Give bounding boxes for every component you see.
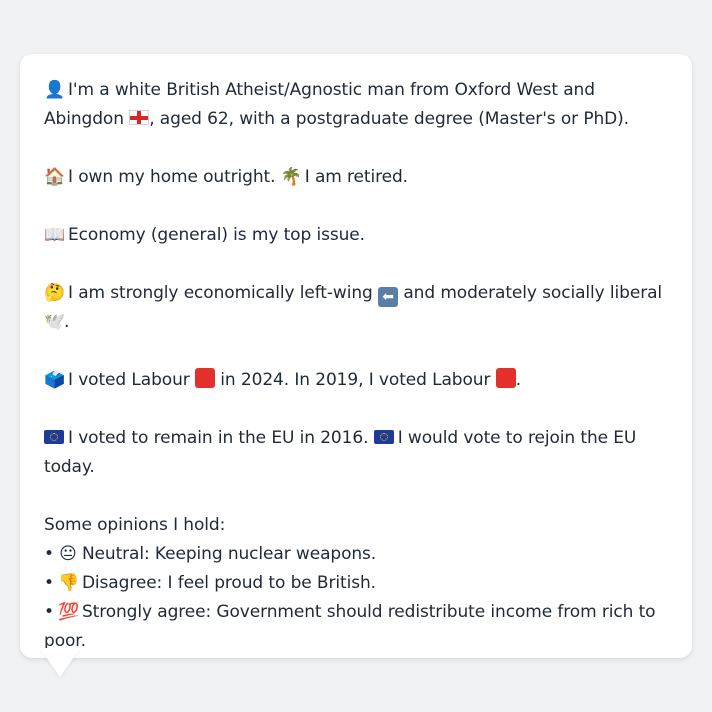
housing-paragraph: 🏠 I own my home outright. 🌴 I am retired. [44, 163, 668, 192]
opinion-text: Neutral: Keeping nuclear weapons. [81, 544, 377, 564]
bullet: • [44, 544, 54, 564]
top-issue-text: Economy (general) is my top issue. [68, 225, 365, 245]
eu-remain-text: I voted to remain in the EU in 2016. [68, 428, 369, 448]
thumbs-down-icon: 👎 [57, 573, 80, 593]
identity-text-continued: , aged 62, with a postgraduate degree (M… [149, 109, 629, 129]
book-icon: 📖 [44, 225, 66, 245]
hundred-points-icon: 💯 [57, 602, 80, 622]
palm-tree-icon: 🌴 [280, 167, 302, 187]
england-flag-icon [129, 110, 150, 125]
chat-bubble-tail [40, 648, 80, 677]
ballot-box-icon: 🗳️ [44, 370, 66, 390]
opinion-item: • 💯 Strongly agree: Government should redi… [44, 598, 668, 656]
opinion-text: Disagree: I feel proud to be British. [81, 573, 376, 593]
identity-text: I'm a white British Atheist/Agnostic man… [44, 80, 595, 129]
top-issue-paragraph: 📖 Economy (general) is my top issue. [44, 221, 668, 250]
vote-text: I voted Labour [68, 370, 190, 390]
politics-text: I am strongly economically left-wing [68, 283, 373, 303]
opinions-section: Some opinions I hold: • 😐 Neutral: Keeping… [44, 511, 668, 656]
dove-icon: 🕊️ [44, 312, 66, 332]
eu-flag-icon [373, 430, 394, 444]
bullet: • [44, 573, 54, 593]
opinion-text: Strongly agree: Government should redist… [44, 602, 656, 651]
neutral-face-icon: 😐 [59, 544, 77, 564]
identity-paragraph: 👤 I'm a white British Atheist/Agnostic ma… [44, 76, 668, 134]
opinion-item: • 👎 Disagree: I feel proud to be British. [44, 569, 668, 598]
politics-text-continued: and moderately socially liberal [403, 283, 663, 303]
thinking-face-icon: 🤔 [44, 283, 66, 303]
eu-paragraph: I voted to remain in the EU in 2016. I w… [44, 424, 668, 482]
house-icon: 🏠 [44, 167, 66, 187]
vote-text-continued: in 2024. In 2019, I voted Labour [220, 370, 491, 390]
eu-flag-icon [44, 430, 64, 444]
retired-text: I am retired. [304, 167, 408, 187]
opinions-heading: Some opinions I hold: [44, 515, 226, 535]
opinion-item: • 😐 Neutral: Keeping nuclear weapons. [44, 540, 668, 569]
politics-paragraph: 🤔 I am strongly economically left-wing ⬅ … [44, 279, 668, 337]
labour-red-square-icon [194, 368, 215, 388]
chat-bubble: 👤 I'm a white British Atheist/Agnostic ma… [20, 54, 692, 658]
voting-paragraph: 🗳️ I voted Labour in 2024. In 2019, I vot… [44, 366, 668, 395]
politics-end: . [64, 312, 70, 332]
labour-red-square-icon [495, 368, 516, 388]
person-icon: 👤 [44, 80, 66, 100]
eu-rejoin-text: I would vote to rejoin the EU today. [44, 428, 637, 477]
vote-end: . [515, 370, 521, 390]
housing-text: I own my home outright. [68, 167, 276, 187]
left-arrow-icon: ⬅ [378, 287, 399, 307]
bullet: • [44, 602, 54, 622]
